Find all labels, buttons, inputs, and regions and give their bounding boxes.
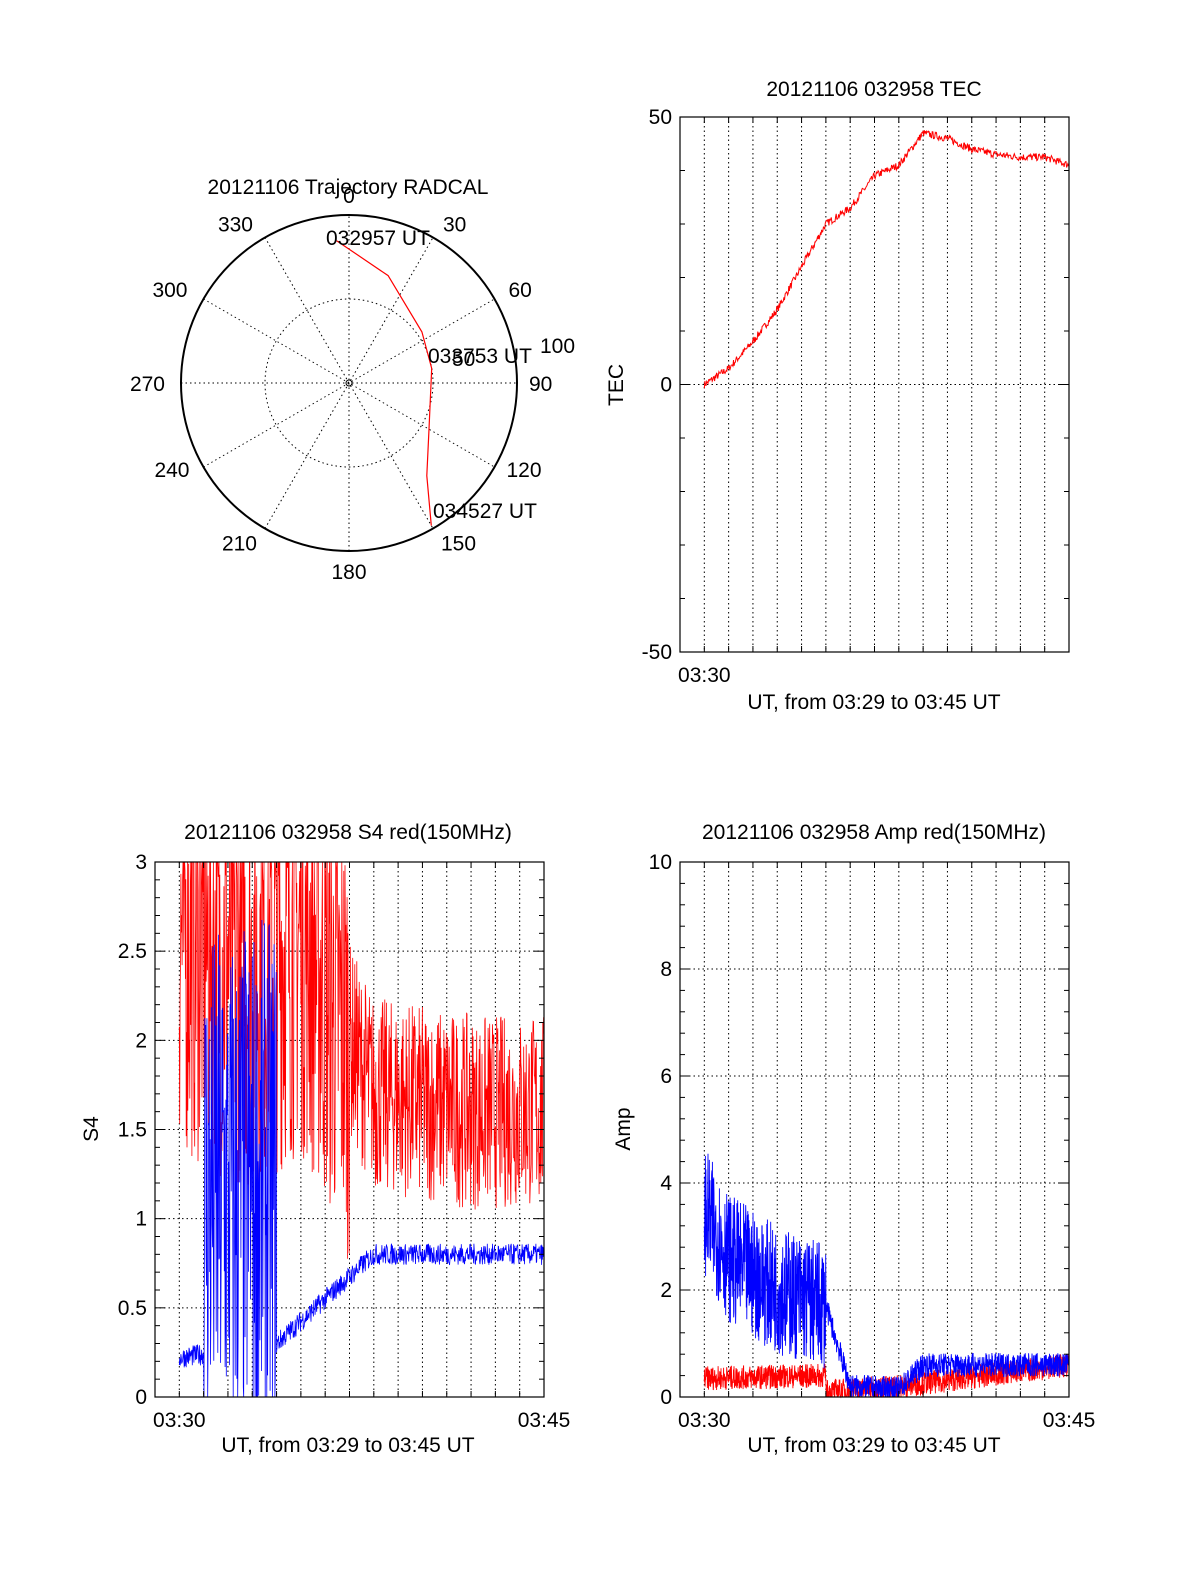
s4-panel: 20121106 032958 S4 red(150MHz) 0 0.5 1 1.5 2… (80, 821, 570, 1457)
polar-angle-label-210: 210 (222, 532, 257, 555)
tec-ticks: -50 0 50 03:30 (642, 106, 1070, 687)
p3-ytick-label: 0 (135, 1386, 147, 1409)
p2-line-red (703, 129, 1070, 389)
amp-grid (680, 862, 1069, 1397)
p3-ytick-label: 1.5 (118, 1119, 147, 1142)
polar-angle-label-180: 180 (331, 561, 366, 584)
tec-title: 20121106 032958 TEC (766, 78, 981, 101)
s4-title: 20121106 032958 S4 red(150MHz) (184, 821, 512, 844)
polar-grid (180, 214, 518, 552)
polar-angle-label-150: 150 (441, 532, 476, 555)
p2-ytick-label: 0 (660, 374, 672, 397)
tec-grid (680, 117, 1069, 652)
p4-ytick-label: 6 (660, 1065, 672, 1088)
p3-ytick-label: 2.5 (118, 940, 147, 963)
p2-xtick-label: 03:30 (678, 664, 731, 687)
p2-ytick-label: -50 (642, 641, 672, 664)
p4-ytick-label: 10 (649, 851, 672, 874)
polar-angle-labels: 0 30 60 90 120 150 180 210 240 270 300 330 (130, 185, 552, 584)
p2-ytick-label: 50 (649, 106, 672, 129)
annotation-start-time: 032957 UT (326, 227, 430, 250)
polar-angle-label-60: 60 (508, 279, 531, 302)
p3-ytick-label: 1 (135, 1208, 147, 1231)
s4-xlabel: UT, from 03:29 to 03:45 UT (221, 1434, 474, 1457)
polar-angle-label-300: 300 (152, 279, 187, 302)
s4-series (178, 861, 545, 1398)
trajectory-polar-panel: 20121106 Trajectory RADCAL 0 30 60 90 120 150… (130, 176, 575, 584)
p3-xtick-label: 03:30 (153, 1409, 206, 1432)
polar-title: 20121106 Trajectory RADCAL (208, 176, 489, 199)
p3-xtick-label: 03:45 (518, 1409, 571, 1432)
s4-ylabel: S4 (80, 1116, 103, 1142)
polar-angle-label-0: 0 (343, 185, 355, 208)
p4-xtick-label: 03:30 (678, 1409, 731, 1432)
p4-xtick-label: 03:45 (1043, 1409, 1096, 1432)
amp-series (703, 1153, 1070, 1399)
tec-series (703, 129, 1070, 389)
amp-xlabel: UT, from 03:29 to 03:45 UT (747, 1434, 1000, 1457)
tec-ylabel: TEC (605, 364, 628, 406)
p3-ytick-label: 0.5 (118, 1297, 147, 1320)
p4-ytick-label: 0 (660, 1386, 672, 1409)
amp-title: 20121106 032958 Amp red(150MHz) (702, 821, 1046, 844)
polar-angle-label-90: 90 (529, 373, 552, 396)
p3-ytick-label: 3 (135, 851, 147, 874)
p4-line-blue (703, 1153, 1070, 1398)
annotation-mid-time: 033753 UT (428, 345, 532, 368)
radius-label-50: 50 (452, 348, 475, 371)
polar-angle-label-240: 240 (154, 459, 189, 482)
amp-panel: 20121106 032958 Amp red(150MHz) 02468100… (612, 821, 1095, 1457)
polar-angle-label-270: 270 (130, 373, 165, 396)
p3-line-red (178, 861, 545, 1259)
annotation-end-time: 034527 UT (433, 500, 537, 523)
polar-angle-label-120: 120 (506, 459, 541, 482)
p4-ytick-label: 4 (660, 1172, 672, 1195)
amp-ylabel: Amp (612, 1107, 635, 1150)
radius-label-100: 100 (540, 335, 575, 358)
tec-xlabel: UT, from 03:29 to 03:45 UT (747, 691, 1000, 714)
p3-line-blue (178, 919, 545, 1398)
p4-ytick-label: 2 (660, 1279, 672, 1302)
polar-spoke (264, 237, 434, 529)
trajectory-line-red (336, 240, 433, 526)
polar-angle-label-330: 330 (218, 214, 253, 237)
tec-panel: 20121106 032958 TEC -50 0 50 03:30 UT, from… (605, 78, 1070, 714)
p4-ytick-label: 8 (660, 958, 672, 981)
polar-trajectory (336, 240, 433, 526)
polar-angle-label-30: 30 (443, 214, 466, 237)
p3-ytick-label: 2 (135, 1029, 147, 1052)
amp-ticks: 0 2 4 6 8 10 03:30 03:45 (649, 851, 1096, 1432)
s4-ticks: 0 0.5 1 1.5 2 2.5 3 03:30 03:45 (118, 851, 570, 1432)
